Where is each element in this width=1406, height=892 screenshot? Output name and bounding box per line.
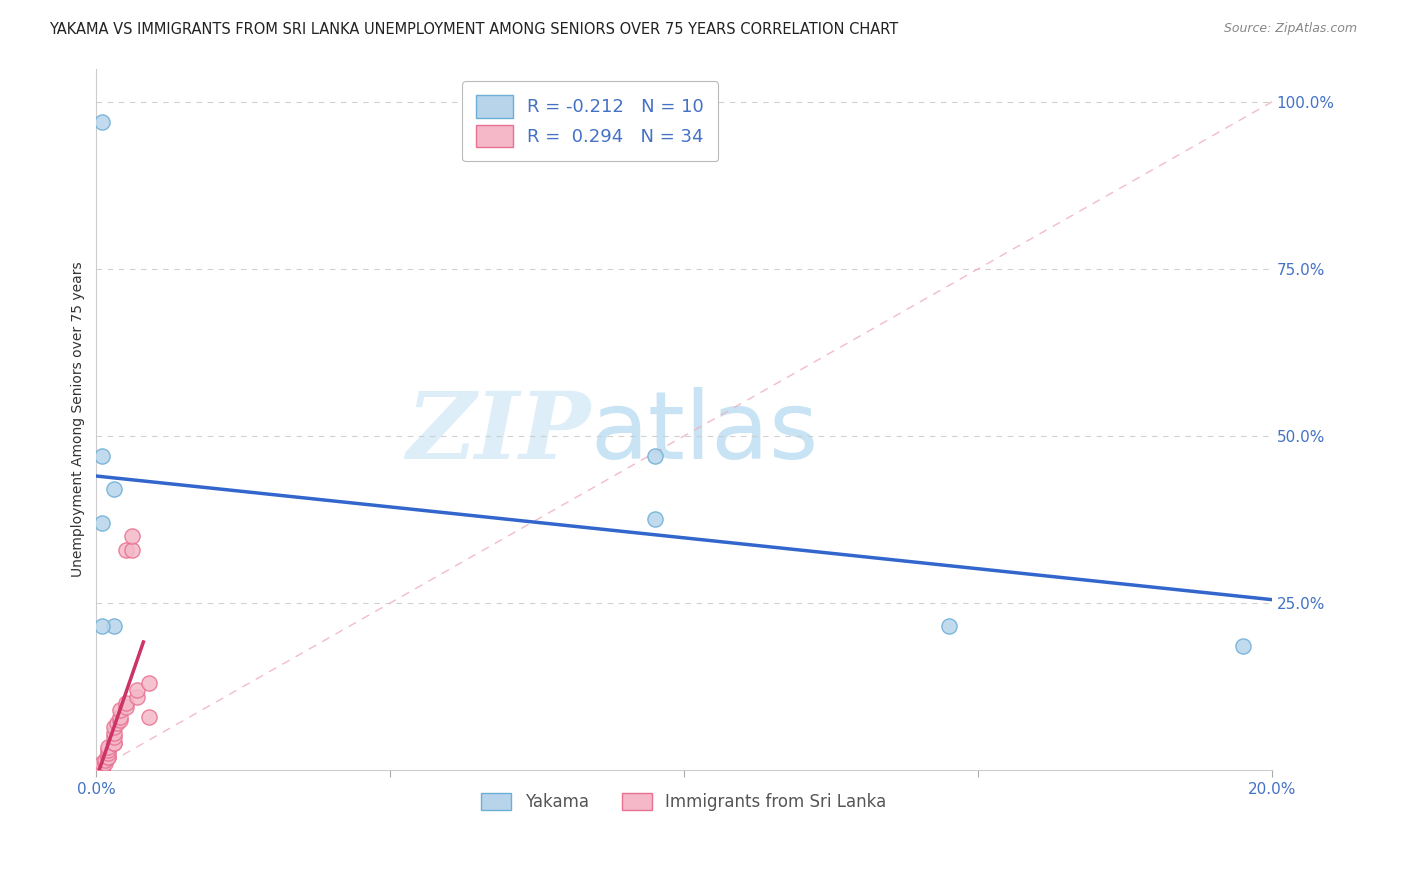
Point [91,756,114,771]
Point [89,763,111,777]
Point [103,736,125,750]
Point [103,720,125,734]
Point [94,756,117,771]
Point [103,730,125,744]
Point [91,759,114,773]
Point [97,749,120,764]
Point [127,682,149,697]
Point [103,736,125,750]
Point [91,763,114,777]
Legend: Yakama, Immigrants from Sri Lanka: Yakama, Immigrants from Sri Lanka [468,780,900,825]
Text: atlas: atlas [591,387,818,479]
Point [94,753,117,767]
Point [103,483,125,497]
Point [89,763,111,777]
Point [91,759,114,773]
Point [108,713,131,727]
Point [114,542,136,557]
Point [97,747,120,761]
Point [121,529,143,543]
Point [108,709,131,723]
Point [91,115,114,129]
Point [103,726,125,740]
Point [91,763,114,777]
Point [97,739,120,754]
Point [121,542,143,557]
Point [114,699,136,714]
Y-axis label: Unemployment Among Seniors over 75 years: Unemployment Among Seniors over 75 years [72,261,86,577]
Text: Source: ZipAtlas.com: Source: ZipAtlas.com [1223,22,1357,36]
Point [97,743,120,757]
Text: YAKAMA VS IMMIGRANTS FROM SRI LANKA UNEMPLOYMENT AMONG SENIORS OVER 75 YEARS COR: YAKAMA VS IMMIGRANTS FROM SRI LANKA UNEM… [49,22,898,37]
Point [138,676,160,690]
Point [644,512,666,526]
Point [91,516,114,530]
Point [138,709,160,723]
Point [91,449,114,463]
Point [91,619,114,633]
Point [644,449,666,463]
Point [105,716,128,731]
Point [89,763,111,777]
Text: ZIP: ZIP [406,388,591,478]
Point [97,749,120,764]
Point [103,619,125,633]
Point [1232,640,1254,654]
Point [938,619,960,633]
Point [114,696,136,710]
Point [91,763,114,777]
Point [127,690,149,704]
Point [108,703,131,717]
